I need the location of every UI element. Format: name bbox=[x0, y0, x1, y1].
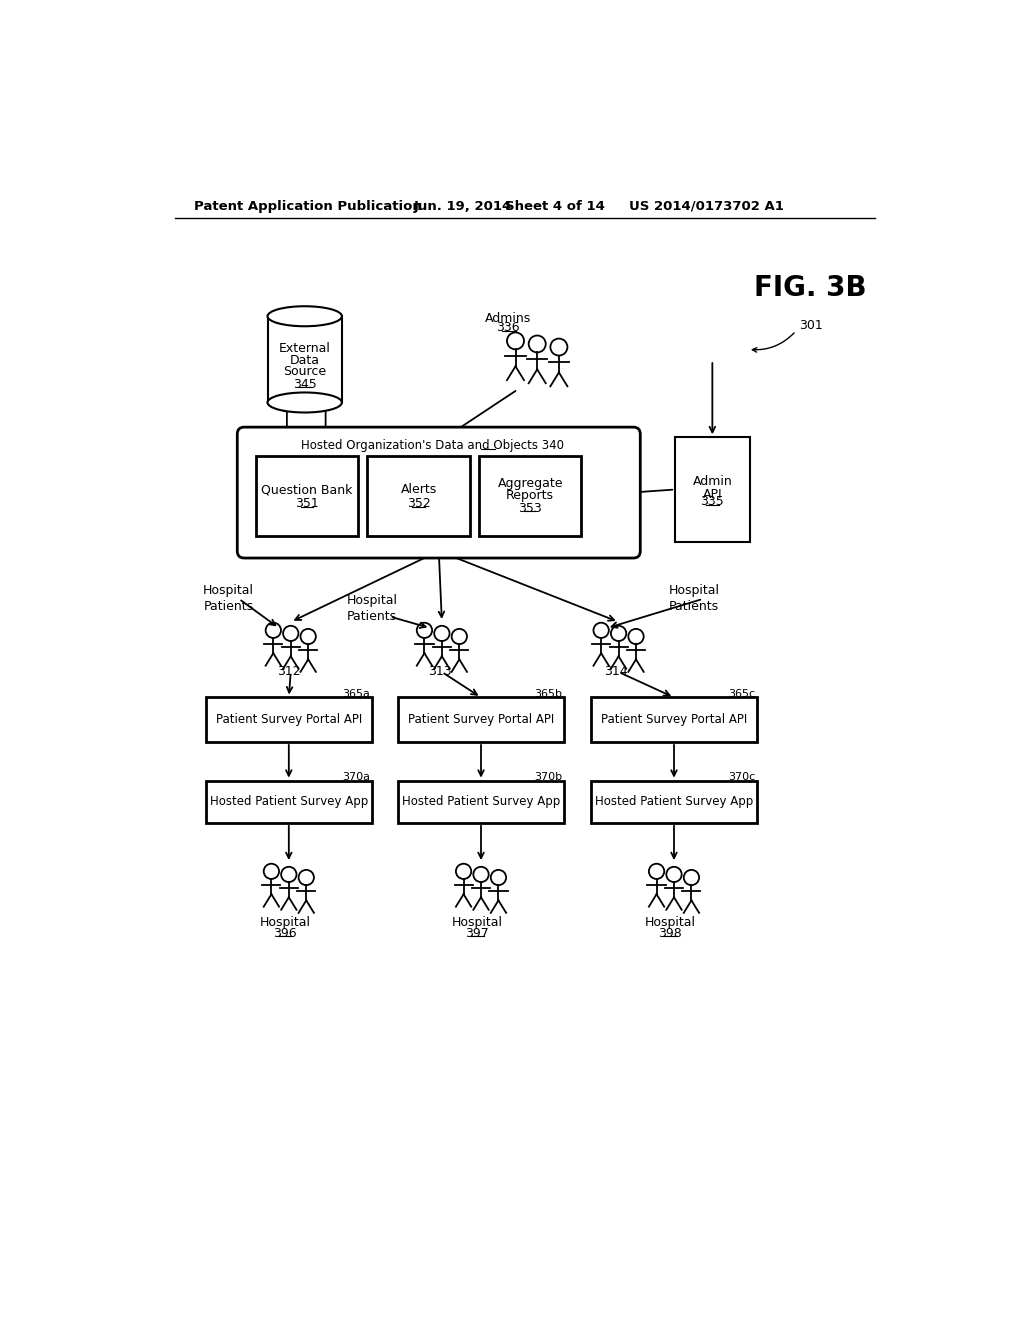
Text: 396: 396 bbox=[273, 927, 297, 940]
Text: 370c: 370c bbox=[728, 772, 755, 783]
Bar bbox=[206, 697, 372, 742]
Text: Source: Source bbox=[284, 366, 327, 379]
Polygon shape bbox=[267, 317, 342, 403]
Bar bbox=[206, 780, 372, 822]
Text: Patent Application Publication: Patent Application Publication bbox=[194, 199, 422, 213]
Text: FIG. 3B: FIG. 3B bbox=[755, 273, 867, 302]
Text: Data: Data bbox=[290, 354, 319, 367]
Text: Hospital: Hospital bbox=[452, 916, 503, 929]
Text: API: API bbox=[702, 487, 722, 500]
Bar bbox=[256, 455, 358, 536]
Text: Sheet 4 of 14: Sheet 4 of 14 bbox=[505, 199, 604, 213]
FancyBboxPatch shape bbox=[238, 428, 640, 558]
Text: Question Bank: Question Bank bbox=[261, 483, 352, 496]
Text: Hosted Patient Survey App: Hosted Patient Survey App bbox=[210, 795, 368, 808]
Bar bbox=[479, 455, 582, 536]
Text: Hosted Patient Survey App: Hosted Patient Survey App bbox=[401, 795, 560, 808]
Text: 365a: 365a bbox=[342, 689, 370, 700]
Text: 397: 397 bbox=[465, 927, 489, 940]
Bar bbox=[368, 455, 470, 536]
Text: 365b: 365b bbox=[534, 689, 562, 700]
Text: Hosted Organization's Data and Objects 340: Hosted Organization's Data and Objects 3… bbox=[301, 440, 564, 453]
Text: 345: 345 bbox=[293, 378, 316, 391]
Text: Alerts: Alerts bbox=[400, 483, 437, 496]
Text: Hospital: Hospital bbox=[645, 916, 695, 929]
Text: Admin: Admin bbox=[692, 475, 732, 488]
Text: Hospital
Patients: Hospital Patients bbox=[669, 585, 719, 614]
Ellipse shape bbox=[267, 392, 342, 412]
Text: 353: 353 bbox=[518, 502, 542, 515]
Text: 336: 336 bbox=[496, 321, 519, 334]
Text: 312: 312 bbox=[276, 665, 300, 678]
Text: Hospital: Hospital bbox=[259, 916, 310, 929]
Text: 314: 314 bbox=[604, 665, 628, 678]
Text: Patient Survey Portal API: Patient Survey Portal API bbox=[408, 713, 554, 726]
Bar bbox=[591, 780, 758, 822]
Text: Patient Survey Portal API: Patient Survey Portal API bbox=[601, 713, 748, 726]
Text: 370b: 370b bbox=[534, 772, 562, 783]
Text: Admins: Admins bbox=[484, 312, 530, 325]
Text: 365c: 365c bbox=[728, 689, 755, 700]
Bar bbox=[675, 437, 750, 543]
Text: Jun. 19, 2014: Jun. 19, 2014 bbox=[414, 199, 511, 213]
Text: 398: 398 bbox=[658, 927, 682, 940]
Text: 352: 352 bbox=[407, 498, 430, 511]
Text: Hosted Patient Survey App: Hosted Patient Survey App bbox=[595, 795, 753, 808]
Text: 335: 335 bbox=[700, 495, 724, 508]
Text: Reports: Reports bbox=[506, 488, 554, 502]
Text: US 2014/0173702 A1: US 2014/0173702 A1 bbox=[629, 199, 783, 213]
Ellipse shape bbox=[267, 306, 342, 326]
Text: 370a: 370a bbox=[342, 772, 370, 783]
Text: 301: 301 bbox=[799, 319, 823, 333]
Text: 313: 313 bbox=[428, 665, 452, 678]
Text: Hospital
Patients: Hospital Patients bbox=[203, 585, 254, 614]
Text: Hospital
Patients: Hospital Patients bbox=[347, 594, 397, 623]
Text: Patient Survey Portal API: Patient Survey Portal API bbox=[216, 713, 361, 726]
Text: External: External bbox=[279, 342, 331, 355]
Bar bbox=[397, 780, 564, 822]
Text: Aggregate: Aggregate bbox=[498, 478, 563, 490]
Bar bbox=[397, 697, 564, 742]
Bar bbox=[591, 697, 758, 742]
Text: 351: 351 bbox=[295, 498, 318, 511]
